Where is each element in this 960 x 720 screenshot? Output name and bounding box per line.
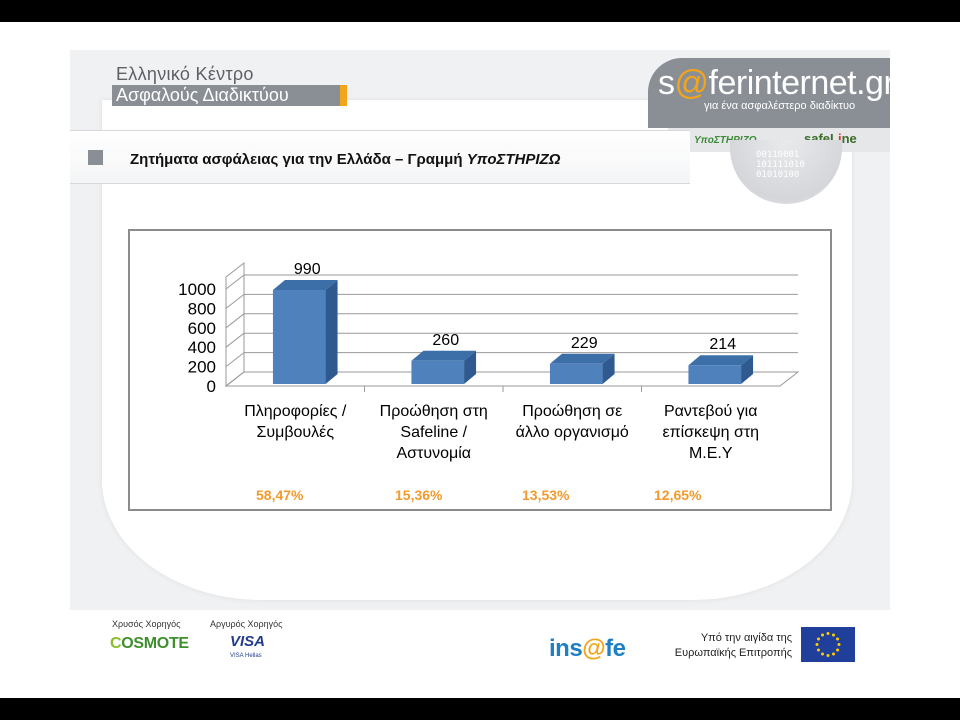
eu-star [832, 633, 835, 637]
data-label: 260 [432, 332, 459, 349]
title-band [70, 130, 690, 184]
org-name-line1: Ελληνικό Κέντρο [116, 64, 254, 84]
eu-star [826, 654, 830, 657]
bar-top [411, 350, 477, 361]
insafe-logo: ins@fe [549, 635, 626, 662]
x-category-label: άλλο οργανισμό [516, 424, 629, 441]
gridline-side [225, 294, 245, 309]
eu-star [816, 637, 820, 641]
eu-star [836, 637, 840, 641]
bar-side [602, 353, 615, 384]
x-category-label: Συμβουλές [256, 424, 334, 441]
bar-side [464, 350, 477, 384]
y-tick-label: 0 [207, 377, 216, 396]
bar-side [741, 355, 754, 384]
visa-logo: VISA [230, 633, 266, 650]
bar-side [325, 279, 338, 384]
percent-label: 58,47% [256, 487, 304, 503]
x-category-label: Πληροφορίες / [244, 403, 347, 420]
bar-top [272, 279, 338, 290]
percent-label: 12,65% [654, 487, 702, 503]
gridline-side [225, 274, 245, 290]
x-category-label: Προώθηση στη [380, 403, 488, 420]
x-category-label: επίσκεψη στη [662, 424, 759, 441]
x-category-label: Μ.Ε.Υ [689, 445, 733, 462]
eu-patronage-text: Υπό την αιγίδα της Ευρωπαϊκής Επιτροπής [674, 632, 792, 659]
ypostirizo-logo: ΥποΣΤΗΡΙΖΩ [694, 135, 757, 146]
bar-top [688, 355, 754, 366]
eu-star [832, 652, 835, 656]
silver-sponsor-label: Αργυρός Χορηγός [210, 619, 283, 629]
visa-hellas-label: VISA Hellas [230, 653, 262, 659]
org-accent-bar [340, 85, 347, 106]
y-tick-label: 1000 [178, 280, 216, 299]
y-tick-label: 400 [188, 338, 216, 357]
x-category-label: Ραντεβού για [664, 403, 757, 420]
bar [688, 365, 742, 384]
y-tick-label: 800 [188, 299, 216, 318]
eu-star [826, 632, 830, 635]
y-tick-label: 200 [188, 358, 216, 377]
saferinternet-logo-box [648, 58, 890, 128]
eu-stars-icon [815, 632, 841, 657]
gridline-side [225, 332, 245, 348]
gridline-side [225, 352, 245, 367]
gold-sponsor-label: Χρυσός Χορηγός [112, 619, 181, 629]
eu-flag-icon [801, 627, 855, 662]
bar [549, 363, 603, 384]
bar [272, 289, 326, 384]
cosmote-logo: COSMOTE [110, 635, 189, 652]
eu-star [816, 648, 820, 652]
eu-star [837, 643, 841, 646]
gridline-side [225, 313, 245, 329]
eu-star [836, 648, 840, 652]
data-label: 214 [709, 336, 736, 353]
bar [411, 360, 465, 384]
data-label: 990 [294, 261, 321, 278]
saferinternet-tagline: για ένα ασφαλέστερο διαδίκτυο [704, 100, 856, 112]
x-category-label: Safeline / [400, 424, 467, 441]
percent-label: 13,53% [522, 487, 570, 503]
eu-star [815, 643, 819, 646]
eu-star [821, 633, 824, 637]
eu-star [821, 652, 824, 656]
y-tick-label: 600 [188, 319, 216, 338]
x-category-label: Αστυνομία [396, 445, 471, 462]
percent-label: 15,36% [395, 487, 443, 503]
slide-title: Ζητήματα ασφάλειας για την Ελλάδα – Γραμ… [130, 151, 561, 168]
title-bullet-square [88, 150, 103, 165]
globe-binary-text: 00110001 101111010 01010100 [756, 150, 805, 180]
saferinternet-logo: s@ferinternet.gr [658, 64, 895, 102]
data-label: 229 [571, 335, 598, 352]
gridline-side [225, 371, 245, 387]
bottom-black-bar [0, 698, 960, 720]
org-name-line2: Ασφαλούς Διαδικτύου [112, 85, 340, 106]
x-category-label: Προώθηση σε [522, 403, 622, 420]
top-black-bar [0, 0, 960, 22]
bar-top [549, 353, 615, 364]
